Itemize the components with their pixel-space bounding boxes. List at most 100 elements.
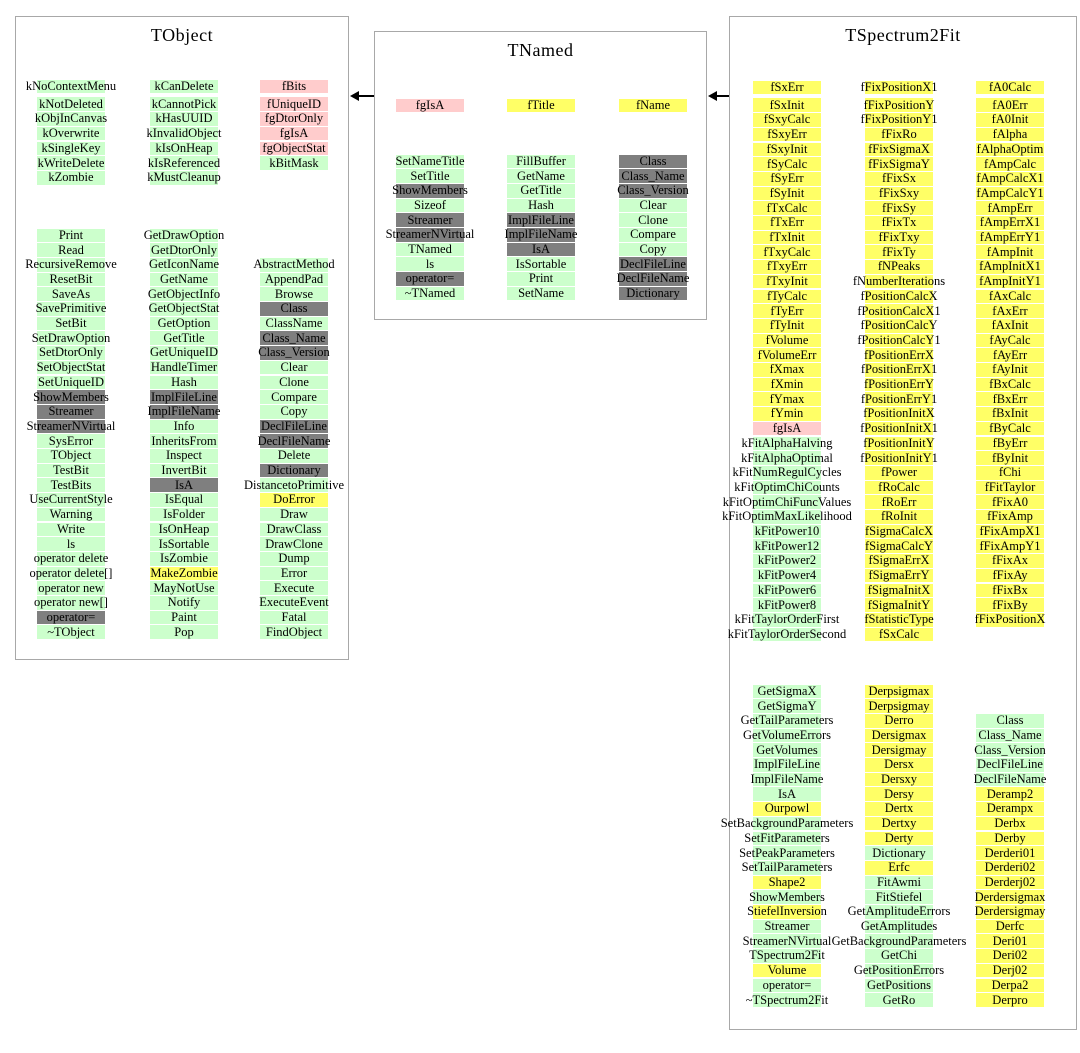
data-member-fPower[interactable]: fPower <box>865 466 933 480</box>
data-member-fAyCalc[interactable]: fAyCalc <box>976 333 1044 348</box>
data-member-fSigmaErrX[interactable]: fSigmaErrX <box>865 554 933 568</box>
data-member-fNPeaks[interactable]: fNPeaks <box>865 260 933 274</box>
method-operator=[interactable]: operator= <box>753 978 821 993</box>
method-Derfc[interactable]: Derfc <box>976 920 1044 934</box>
data-member-fAmpCalcX1[interactable]: fAmpCalcX1 <box>976 172 1044 186</box>
method-IsSortable[interactable]: IsSortable <box>507 257 575 272</box>
data-member-fTxyErr[interactable]: fTxyErr <box>753 260 821 274</box>
method-GetTitle[interactable]: GetTitle <box>150 331 218 346</box>
method-InheritsFrom[interactable]: InheritsFrom <box>150 434 218 448</box>
data-member-fPositionCalcX1[interactable]: fPositionCalcX1 <box>857 304 941 318</box>
method-Derampx[interactable]: Derampx <box>976 802 1044 816</box>
method-Clone[interactable]: Clone <box>619 213 687 227</box>
method-StreamerNVirtual[interactable]: StreamerNVirtual <box>27 419 115 434</box>
method-DeclFileLine[interactable]: DeclFileLine <box>619 257 687 272</box>
data-member-fSigmaErrY[interactable]: fSigmaErrY <box>865 569 933 583</box>
method-GetAmplitudes[interactable]: GetAmplitudes <box>861 920 937 934</box>
method-Derpa2[interactable]: Derpa2 <box>976 978 1044 993</box>
method-GetName[interactable]: GetName <box>150 272 218 287</box>
method-Info[interactable]: Info <box>150 419 218 434</box>
method-FindObject[interactable]: FindObject <box>260 625 328 640</box>
data-member-fFixA0[interactable]: fFixA0 <box>976 495 1044 509</box>
method-ImplFileLine[interactable]: ImplFileLine <box>753 758 821 772</box>
method-Dersy[interactable]: Dersy <box>865 787 933 802</box>
method-StreamerNVirtual[interactable]: StreamerNVirtual <box>386 228 474 242</box>
method-SetDtorOnly[interactable]: SetDtorOnly <box>37 346 105 360</box>
method-SetPeakParameters[interactable]: SetPeakParameters <box>739 846 835 860</box>
method-Inspect[interactable]: Inspect <box>150 449 218 463</box>
method-ImplFileLine[interactable]: ImplFileLine <box>507 213 575 227</box>
method-GetDtorOnly[interactable]: GetDtorOnly <box>150 243 218 257</box>
data-member-fTyErr[interactable]: fTyErr <box>753 304 821 318</box>
data-member-fAlpha[interactable]: fAlpha <box>976 128 1044 142</box>
data-member-kZombie[interactable]: kZombie <box>37 171 105 185</box>
method-Browse[interactable]: Browse <box>260 287 328 301</box>
method-DeclFileName[interactable]: DeclFileName <box>258 434 330 448</box>
data-member-fTyCalc[interactable]: fTyCalc <box>753 289 821 304</box>
data-member-fPositionInitX[interactable]: fPositionInitX <box>863 407 935 421</box>
data-member-fFixPositionX[interactable]: fFixPositionX <box>975 613 1045 627</box>
method-Clear[interactable]: Clear <box>260 361 328 375</box>
data-member-fVolume[interactable]: fVolume <box>753 333 821 348</box>
method-Dersigmax[interactable]: Dersigmax <box>865 728 933 743</box>
method-Streamer[interactable]: Streamer <box>753 920 821 934</box>
data-member-fFixAmpY1[interactable]: fFixAmpY1 <box>976 539 1044 554</box>
method-IsA[interactable]: IsA <box>507 243 575 257</box>
data-member-kFitNumRegulCycles[interactable]: kFitNumRegulCycles <box>732 466 842 480</box>
method-GetTailParameters[interactable]: GetTailParameters <box>741 714 833 728</box>
method-Class[interactable]: Class <box>976 714 1044 728</box>
method-Derderj02[interactable]: Derderj02 <box>976 875 1044 890</box>
method-GetOption[interactable]: GetOption <box>150 317 218 331</box>
data-member-fFixBy[interactable]: fFixBy <box>976 598 1044 612</box>
method-Dictionary[interactable]: Dictionary <box>619 287 687 301</box>
method-Class_Name[interactable]: Class_Name <box>260 331 328 346</box>
method-Deri02[interactable]: Deri02 <box>976 949 1044 963</box>
data-member-kFitPower6[interactable]: kFitPower6 <box>753 583 821 598</box>
data-member-fPositionInitY[interactable]: fPositionInitY <box>863 436 935 451</box>
data-member-fRoErr[interactable]: fRoErr <box>865 495 933 509</box>
method-Class_Version[interactable]: Class_Version <box>258 346 330 360</box>
data-member-fTxCalc[interactable]: fTxCalc <box>753 201 821 215</box>
data-member-fAmpCalc[interactable]: fAmpCalc <box>976 157 1044 171</box>
method-MakeZombie[interactable]: MakeZombie <box>150 566 218 581</box>
method-operator=[interactable]: operator= <box>37 611 105 625</box>
data-member-fSyInit[interactable]: fSyInit <box>753 186 821 201</box>
method-StiefelInversion[interactable]: StiefelInversion <box>747 905 827 919</box>
method-Fatal[interactable]: Fatal <box>260 611 328 625</box>
method-Deri01[interactable]: Deri01 <box>976 934 1044 949</box>
method-SetNameTitle[interactable]: SetNameTitle <box>396 154 465 169</box>
method-SetFitParameters[interactable]: SetFitParameters <box>744 831 830 846</box>
method-StreamerNVirtual[interactable]: StreamerNVirtual <box>743 934 831 949</box>
data-member-fBxCalc[interactable]: fBxCalc <box>976 378 1044 392</box>
data-member-fFixSy[interactable]: fFixSy <box>865 201 933 215</box>
data-member-fBits[interactable]: fBits <box>260 79 328 94</box>
data-member-fA0Calc[interactable]: fA0Calc <box>976 80 1044 95</box>
data-member-fTxErr[interactable]: fTxErr <box>753 216 821 230</box>
data-member-kFitTaylorOrderFirst[interactable]: kFitTaylorOrderFirst <box>735 613 839 627</box>
data-member-kCannotPick[interactable]: kCannotPick <box>150 97 218 112</box>
method-Execute[interactable]: Execute <box>260 581 328 595</box>
method-Derbx[interactable]: Derbx <box>976 817 1044 831</box>
data-member-fAyInit[interactable]: fAyInit <box>976 363 1044 377</box>
method-Dersxy[interactable]: Dersxy <box>865 773 933 787</box>
data-member-fSyCalc[interactable]: fSyCalc <box>753 157 821 171</box>
method-Derpro[interactable]: Derpro <box>976 993 1044 1007</box>
method-Derro[interactable]: Derro <box>865 714 933 728</box>
data-member-fPositionCalcY[interactable]: fPositionCalcY <box>860 319 938 333</box>
data-member-kFitOptimChiCounts[interactable]: kFitOptimChiCounts <box>734 480 840 495</box>
method-AbstractMethod[interactable]: AbstractMethod <box>253 258 335 272</box>
data-member-fPositionCalcY1[interactable]: fPositionCalcY1 <box>857 333 941 348</box>
data-member-fFixAy[interactable]: fFixAy <box>976 569 1044 583</box>
method-GetObjectInfo[interactable]: GetObjectInfo <box>148 287 220 301</box>
method-ImplFileName[interactable]: ImplFileName <box>148 405 220 419</box>
data-member-fSxyErr[interactable]: fSxyErr <box>753 128 821 142</box>
method-GetRo[interactable]: GetRo <box>865 993 933 1007</box>
method-Paint[interactable]: Paint <box>150 611 218 625</box>
data-member-fFixBx[interactable]: fFixBx <box>976 583 1044 598</box>
data-member-fPositionInitY1[interactable]: fPositionInitY1 <box>860 451 938 465</box>
data-member-fAxErr[interactable]: fAxErr <box>976 304 1044 318</box>
data-member-fByInit[interactable]: fByInit <box>976 451 1044 465</box>
method-SetBackgroundParameters[interactable]: SetBackgroundParameters <box>721 817 853 831</box>
method-Sizeof[interactable]: Sizeof <box>396 198 464 213</box>
data-member-kIsOnHeap[interactable]: kIsOnHeap <box>150 141 218 156</box>
